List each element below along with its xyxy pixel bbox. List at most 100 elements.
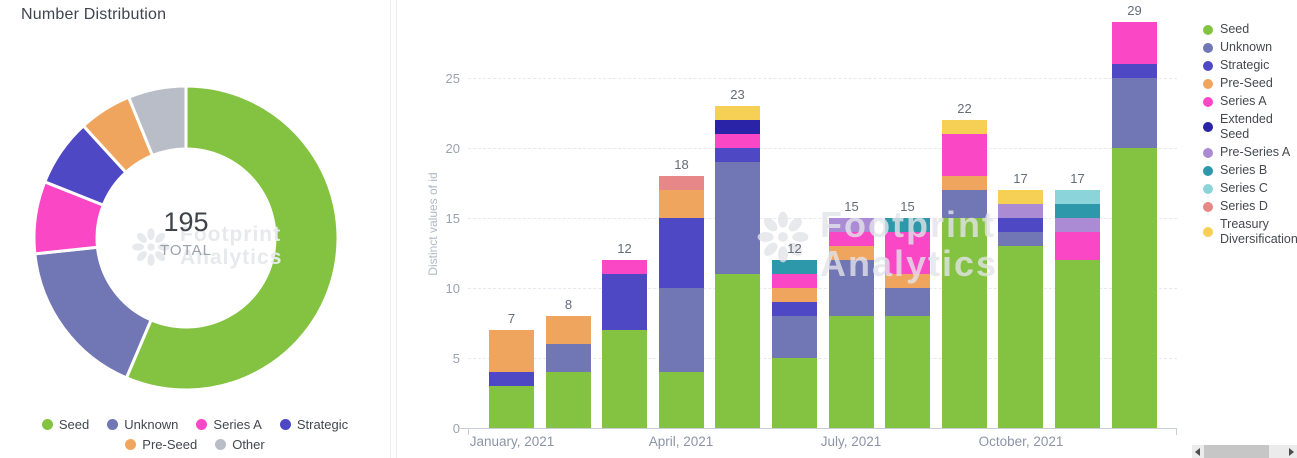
bar-segment-unknown-october-2021[interactable] (998, 232, 1043, 246)
bar-segment-series-a-august-2021[interactable] (885, 232, 930, 274)
gridline-y-15 (468, 218, 1177, 219)
bar-segment-treasury-diversification-may-2021[interactable] (715, 106, 760, 120)
bar-legend-item-series-c[interactable]: Series C (1203, 181, 1297, 196)
bar-segment-strategic-january-2021[interactable] (489, 372, 534, 386)
pie-slice-seed[interactable] (124, 85, 339, 391)
bar-segment-strategic-december-2021[interactable] (1112, 64, 1157, 78)
bar-segment-unknown-february-2021[interactable] (546, 344, 591, 372)
bar-segment-series-d-april-2021[interactable] (659, 176, 704, 190)
scrollbar-track[interactable] (1203, 445, 1286, 458)
bar-segment-seed-july-2021[interactable] (829, 316, 874, 428)
legend-label: Unknown (1220, 40, 1273, 54)
pie-legend-item-series-a[interactable]: Series A (196, 417, 262, 432)
legend-label: Strategic (296, 417, 349, 432)
bar-segment-seed-september-2021[interactable] (942, 218, 987, 428)
y-tick-label: 0 (452, 421, 460, 436)
bar-segment-strategic-june-2021[interactable] (772, 302, 817, 316)
pie-slice-unknown[interactable] (33, 245, 154, 380)
bar-segment-pre-seed-april-2021[interactable] (659, 190, 704, 218)
bar-segment-seed-may-2021[interactable] (715, 274, 760, 428)
pie-legend-item-strategic[interactable]: Strategic (279, 417, 349, 432)
bar-segment-unknown-july-2021[interactable] (829, 260, 874, 316)
bar-segment-seed-december-2021[interactable] (1112, 148, 1157, 428)
bar-segment-pre-seed-february-2021[interactable] (546, 316, 591, 344)
legend-label: Seed (1220, 22, 1250, 36)
bar-total-label: 29 (1127, 3, 1142, 18)
bar-segment-unknown-august-2021[interactable] (885, 288, 930, 316)
y-tick-label: 20 (445, 141, 460, 156)
pie-slice-other[interactable] (126, 85, 188, 158)
bar-segment-series-b-june-2021[interactable] (772, 260, 817, 274)
bar-segment-seed-march-2021[interactable] (602, 330, 647, 428)
pie-legend-item-other[interactable]: Other (215, 437, 265, 452)
bar-segment-unknown-december-2021[interactable] (1112, 78, 1157, 148)
legend-dot-icon (1203, 60, 1213, 71)
bar-segment-pre-seed-august-2021[interactable] (885, 274, 930, 288)
legend-label: Treasury Diversification (1220, 217, 1297, 246)
pie-legend-item-seed[interactable]: Seed (41, 417, 89, 432)
legend-dot-icon (125, 439, 137, 450)
bar-segment-series-a-march-2021[interactable] (602, 260, 647, 274)
bar-segment-series-c-november-2021[interactable] (1055, 190, 1100, 204)
bar-segment-treasury-diversification-september-2021[interactable] (942, 120, 987, 134)
bar-segment-seed-august-2021[interactable] (885, 316, 930, 428)
scrollbar-left-arrow-icon[interactable] (1192, 445, 1203, 458)
bar-segment-unknown-may-2021[interactable] (715, 162, 760, 274)
bar-segment-extended-seed-may-2021[interactable] (715, 120, 760, 134)
bar-segment-unknown-april-2021[interactable] (659, 288, 704, 372)
bar-segment-treasury-diversification-october-2021[interactable] (998, 190, 1043, 204)
bar-segment-unknown-september-2021[interactable] (942, 190, 987, 218)
legend-dot-icon (1203, 147, 1213, 158)
bar-segment-seed-june-2021[interactable] (772, 358, 817, 428)
bar-segment-series-a-may-2021[interactable] (715, 134, 760, 148)
bar-segment-series-a-july-2021[interactable] (829, 232, 874, 246)
pie-legend-item-pre-seed[interactable]: Pre-Seed (125, 437, 197, 452)
pie-legend-item-unknown[interactable]: Unknown (107, 417, 178, 432)
bar-segment-seed-november-2021[interactable] (1055, 260, 1100, 428)
horizontal-scrollbar[interactable] (1192, 445, 1297, 458)
y-tick-label: 10 (445, 281, 460, 296)
bar-segment-pre-seed-january-2021[interactable] (489, 330, 534, 372)
bar-total-label: 15 (844, 199, 859, 214)
bar-segment-seed-april-2021[interactable] (659, 372, 704, 428)
bar-segment-seed-february-2021[interactable] (546, 372, 591, 428)
bar-legend-item-pre-seed[interactable]: Pre-Seed (1203, 76, 1297, 91)
bar-segment-pre-series-a-july-2021[interactable] (829, 218, 874, 232)
bar-segment-series-a-november-2021[interactable] (1055, 232, 1100, 260)
bar-segment-pre-seed-july-2021[interactable] (829, 246, 874, 260)
bar-legend-item-pre-series-a[interactable]: Pre-Series A (1203, 145, 1297, 160)
bar-segment-series-a-september-2021[interactable] (942, 134, 987, 176)
bar-segment-pre-seed-september-2021[interactable] (942, 176, 987, 190)
bar-segment-strategic-october-2021[interactable] (998, 218, 1043, 232)
bar-segment-series-a-june-2021[interactable] (772, 274, 817, 288)
bar-segment-seed-october-2021[interactable] (998, 246, 1043, 428)
bar-legend-item-treasury-diversification[interactable]: Treasury Diversification (1203, 217, 1297, 247)
scrollbar-thumb[interactable] (1204, 445, 1269, 458)
bar-segment-series-b-november-2021[interactable] (1055, 204, 1100, 218)
bar-segment-pre-series-a-november-2021[interactable] (1055, 218, 1100, 232)
legend-dot-icon (41, 419, 53, 430)
bar-legend-item-series-a[interactable]: Series A (1203, 94, 1297, 109)
bar-segment-pre-seed-june-2021[interactable] (772, 288, 817, 302)
bar-segment-strategic-march-2021[interactable] (602, 274, 647, 330)
legend-dot-icon (1203, 165, 1213, 176)
scrollbar-right-arrow-icon[interactable] (1286, 445, 1297, 458)
bar-legend-item-unknown[interactable]: Unknown (1203, 40, 1297, 55)
bar-segment-strategic-may-2021[interactable] (715, 148, 760, 162)
bar-legend-item-seed[interactable]: Seed (1203, 22, 1297, 37)
bar-segment-series-b-august-2021[interactable] (885, 218, 930, 232)
bar-legend-item-series-d[interactable]: Series D (1203, 199, 1297, 214)
bar-legend-item-strategic[interactable]: Strategic (1203, 58, 1297, 73)
bar-segment-series-a-december-2021[interactable] (1112, 22, 1157, 64)
legend-label: Series D (1220, 199, 1268, 213)
bar-legend-item-extended-seed[interactable]: Extended Seed (1203, 112, 1297, 142)
bar-legend-item-series-b[interactable]: Series B (1203, 163, 1297, 178)
legend-dot-icon (1203, 96, 1213, 107)
legend-label: Other (232, 437, 265, 452)
bar-segment-seed-january-2021[interactable] (489, 386, 534, 428)
bar-segment-unknown-june-2021[interactable] (772, 316, 817, 358)
bar-segment-pre-series-a-october-2021[interactable] (998, 204, 1043, 218)
bar-segment-strategic-april-2021[interactable] (659, 218, 704, 288)
pie-legend-row: Pre-Seed Other (0, 437, 390, 452)
